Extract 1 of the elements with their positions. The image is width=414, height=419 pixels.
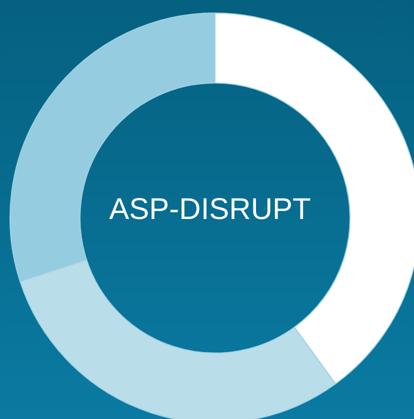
text: ASP-DISRUPT <box>108 193 312 227</box>
